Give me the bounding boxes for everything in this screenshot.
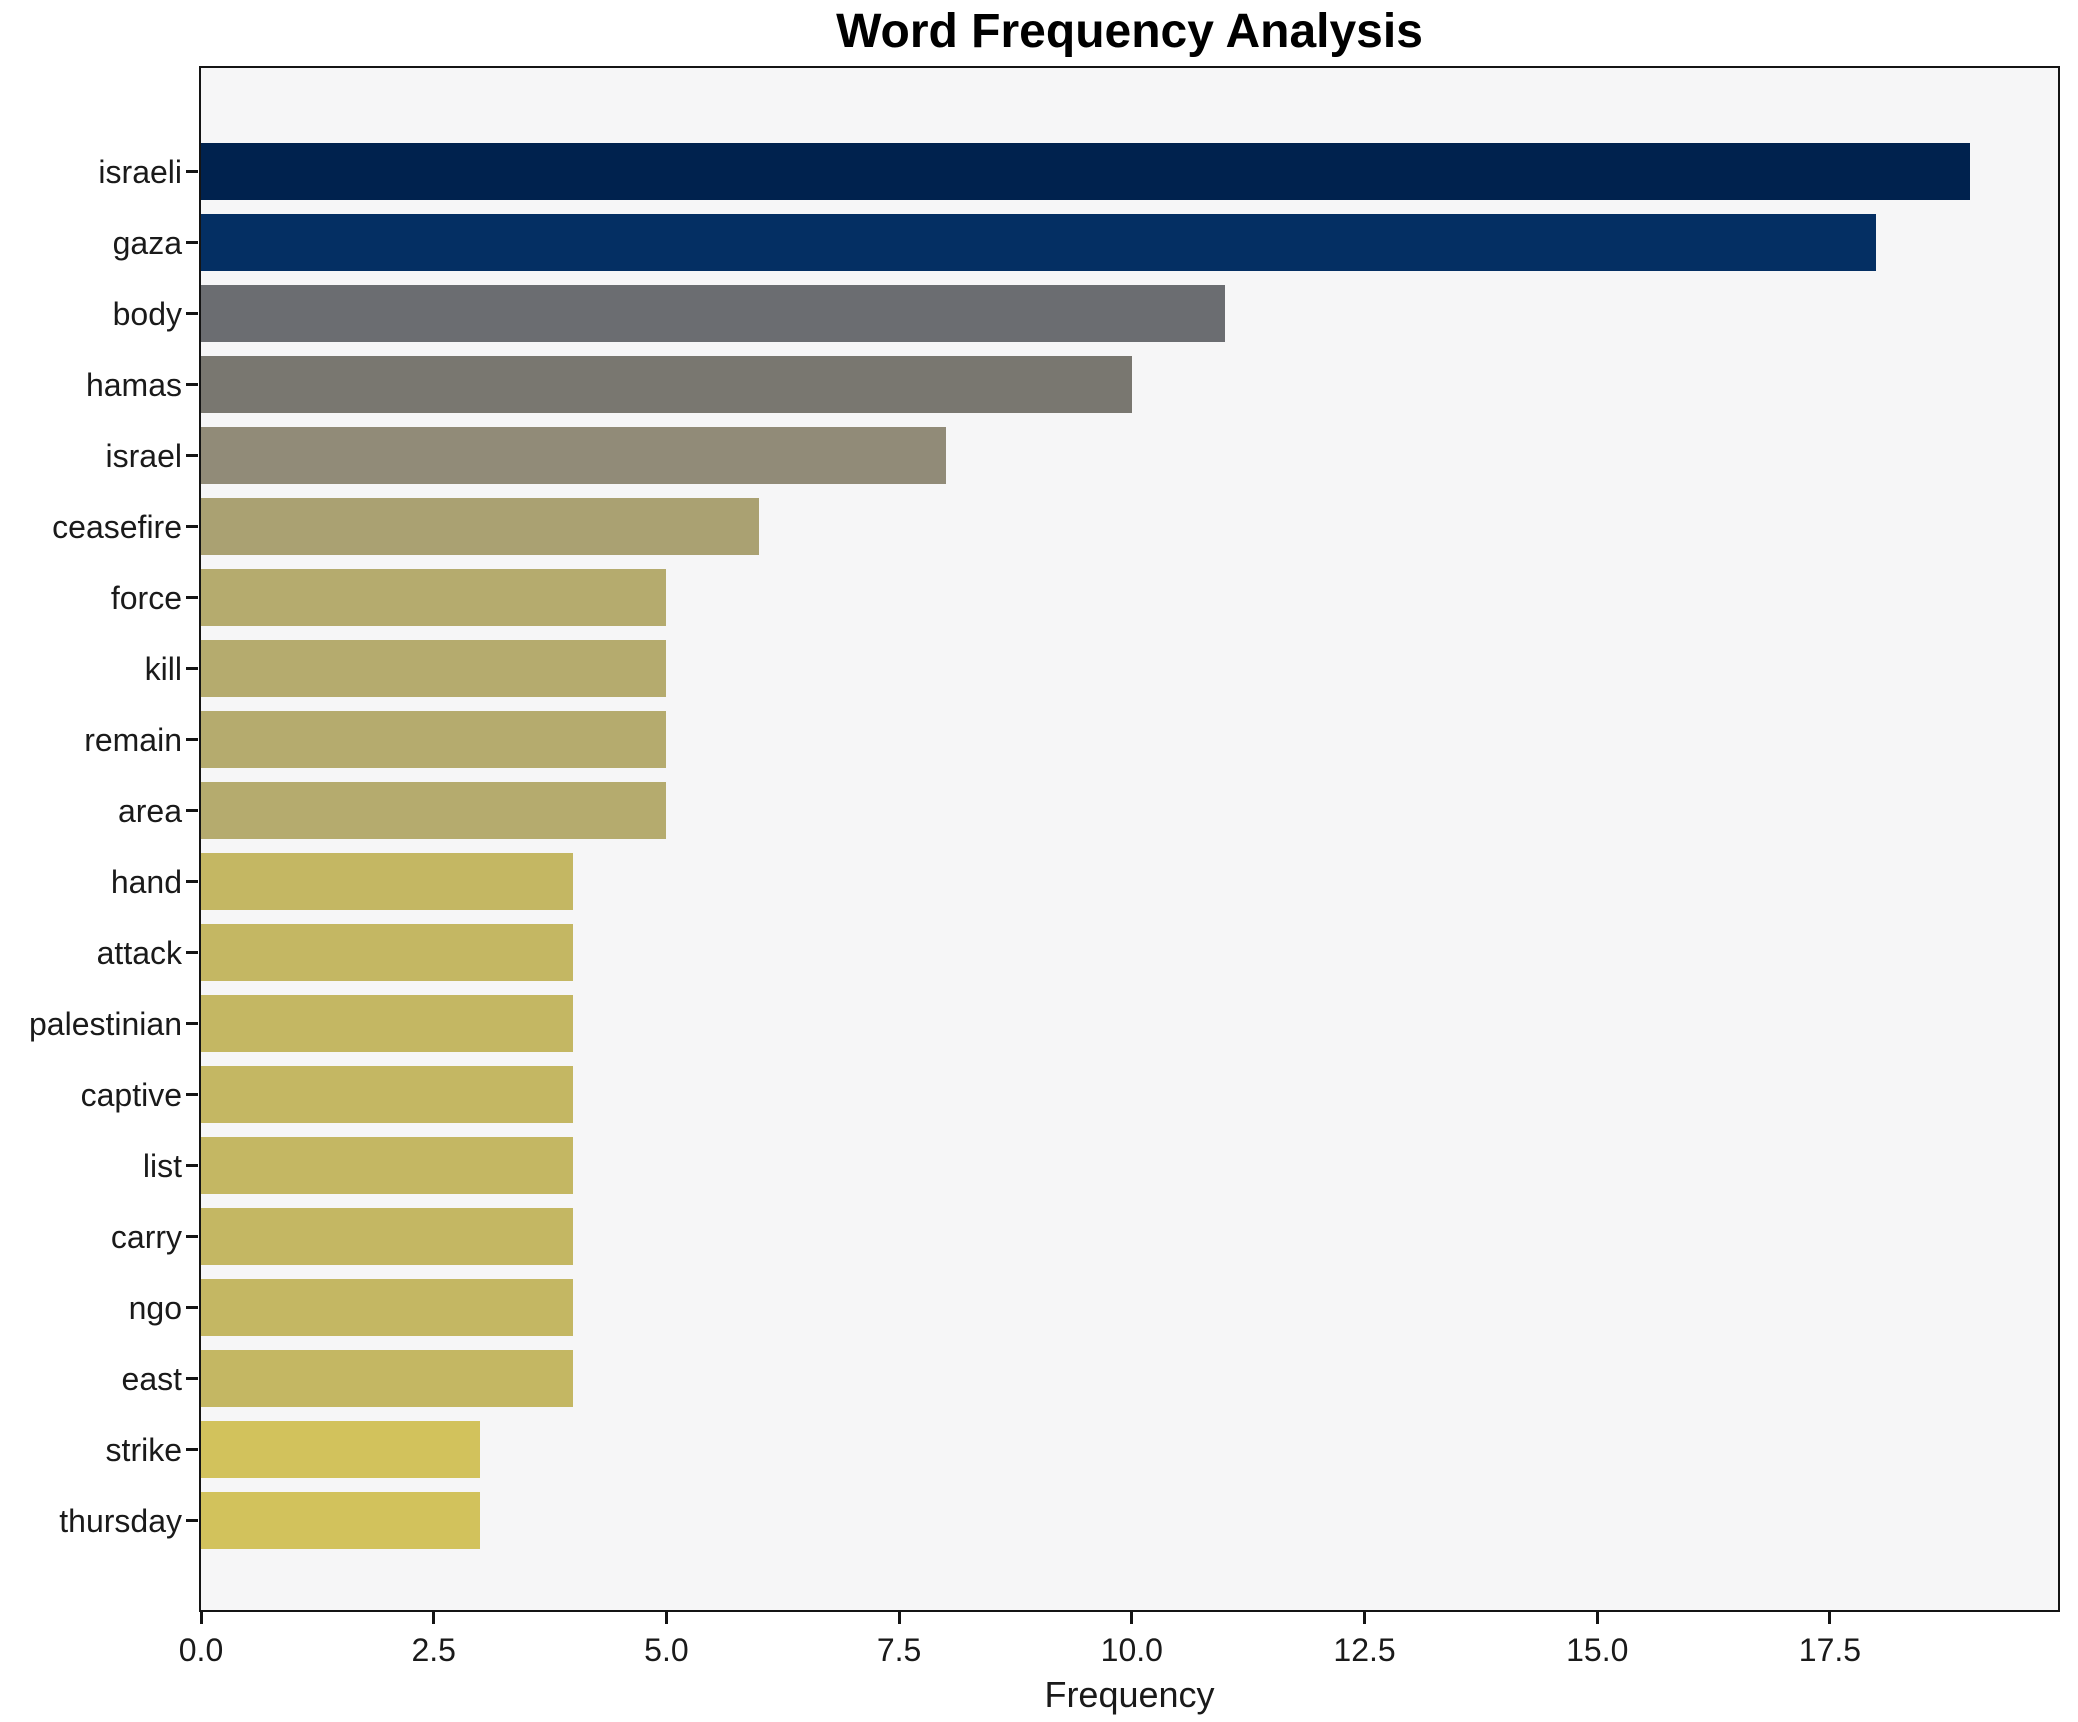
x-tick-mark [1130,1612,1134,1624]
y-tick-label-strike: strike [105,1431,182,1468]
bar-ngo [201,1279,574,1336]
y-tick-label-gaza: gaza [112,224,182,261]
y-tick-label-kill: kill [144,650,182,687]
x-tick-mark [1363,1612,1367,1624]
y-tick-label-captive: captive [80,1076,182,1113]
x-tick-label-5.0: 5.0 [644,1632,689,1668]
y-tick-mark [186,1022,198,1025]
bar-east [201,1350,574,1407]
x-tick-mark [664,1612,668,1624]
y-tick-mark [186,241,198,244]
plot-area [199,66,2060,1612]
y-tick-mark [186,880,198,883]
x-tick-label-0.0: 0.0 [178,1632,224,1668]
bar-body [201,285,1225,342]
y-tick-mark [186,1164,198,1167]
bar-carry [201,1208,574,1265]
x-tick-mark [1828,1612,1832,1624]
y-tick-mark [186,312,198,315]
y-tick-label-area: area [117,792,182,829]
bar-israel [201,427,946,484]
x-tick-label-17.5: 17.5 [1798,1632,1862,1668]
y-tick-mark [186,1448,198,1451]
y-tick-mark [186,525,198,528]
bar-hamas [201,356,1132,413]
bar-force [201,569,667,626]
y-tick-label-east: east [121,1360,182,1397]
x-tick-label-2.5: 2.5 [411,1632,456,1668]
y-tick-label-ceasefire: ceasefire [52,508,182,545]
bar-attack [201,924,574,981]
y-tick-label-hamas: hamas [85,366,182,403]
x-tick-mark [897,1612,901,1624]
y-tick-mark [186,738,198,741]
y-tick-label-attack: attack [96,934,182,971]
y-tick-label-palestinian: palestinian [29,1005,182,1042]
bar-gaza [201,214,1877,271]
y-tick-mark [186,1377,198,1380]
y-tick-label-hand: hand [110,863,182,900]
y-tick-label-body: body [112,295,182,332]
y-tick-mark [186,1093,198,1096]
y-tick-mark [186,951,198,954]
x-tick-label-7.5: 7.5 [876,1632,922,1668]
bar-israeli [201,143,1970,200]
x-axis-label: Frequency [1044,1674,1215,1715]
y-tick-mark [186,454,198,457]
chart-title: Word Frequency Analysis [836,5,1423,58]
y-tick-mark [186,1519,198,1522]
y-tick-label-carry: carry [110,1218,182,1255]
y-tick-mark [186,1235,198,1238]
x-tick-mark [199,1612,203,1624]
x-tick-mark [432,1612,436,1624]
bar-thursday [201,1492,481,1549]
bar-list [201,1137,574,1194]
y-tick-label-israel: israel [105,437,182,474]
y-tick-label-list: list [142,1147,182,1184]
x-tick-label-10.0: 10.0 [1100,1632,1163,1668]
bar-ceasefire [201,498,760,555]
y-tick-mark [186,667,198,670]
bar-kill [201,640,667,697]
y-tick-label-force: force [110,579,182,616]
bar-hand [201,853,574,910]
bar-strike [201,1421,481,1478]
bar-area [201,782,667,839]
bar-captive [201,1066,574,1123]
y-tick-mark [186,596,198,599]
x-tick-label-15.0: 15.0 [1566,1632,1629,1668]
y-tick-mark [186,1306,198,1309]
x-tick-mark [1595,1612,1599,1624]
y-tick-mark [186,383,198,386]
bar-palestinian [201,995,574,1052]
y-tick-label-ngo: ngo [128,1289,182,1326]
bar-remain [201,711,667,768]
y-tick-label-thursday: thursday [59,1502,182,1539]
y-tick-mark [186,170,198,173]
y-tick-mark [186,809,198,812]
x-tick-label-12.5: 12.5 [1333,1632,1396,1668]
y-tick-label-israeli: israeli [98,153,182,190]
y-tick-label-remain: remain [84,721,182,758]
